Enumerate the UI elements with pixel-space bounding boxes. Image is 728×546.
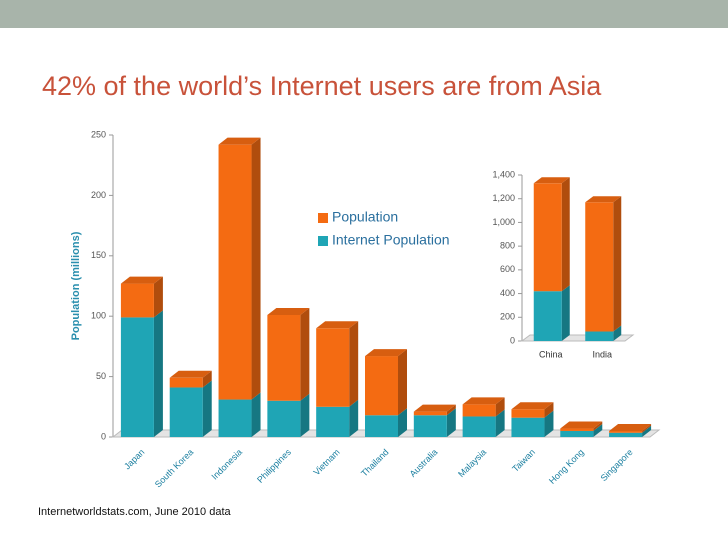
source: Internetworldstats.com, June 2010 data <box>38 506 231 518</box>
bar <box>511 409 545 418</box>
bar <box>560 428 594 431</box>
x-tick-label: India <box>592 349 612 359</box>
bar-top <box>609 423 652 431</box>
bar-side <box>153 276 163 318</box>
bar <box>316 406 350 437</box>
bar <box>413 411 447 416</box>
bar-top <box>218 137 261 145</box>
bar-side <box>593 423 603 437</box>
bar-side <box>561 285 570 341</box>
bar-top <box>533 177 570 184</box>
bar-top <box>169 370 212 378</box>
slide-title: 42% of the world’s Internet users are fr… <box>42 71 602 101</box>
top-band <box>0 0 728 28</box>
bar-side <box>251 392 261 437</box>
bar-side <box>202 370 212 388</box>
y-axis-label: Population (millions) <box>70 231 82 340</box>
bar-side <box>593 421 603 431</box>
y-tick-label: 0 <box>101 431 106 441</box>
legend-label: Internet Population <box>332 232 450 248</box>
y-tick-label: 250 <box>91 129 106 139</box>
bar <box>365 415 398 437</box>
bar <box>585 202 614 332</box>
bar-top <box>511 402 554 410</box>
bar-side <box>495 409 505 437</box>
bar <box>413 415 447 437</box>
bar-side <box>642 423 652 433</box>
y-tick-label: 800 <box>500 241 515 251</box>
y-tick-label: 600 <box>500 264 515 274</box>
bar-top <box>267 307 310 315</box>
bar-side <box>544 402 554 418</box>
bar-side <box>544 410 554 437</box>
bar-side <box>398 408 407 437</box>
bar-side <box>202 380 212 437</box>
bar <box>120 317 154 437</box>
legend-swatch <box>318 236 328 246</box>
y-tick-label: 200 <box>500 312 515 322</box>
bar-side <box>300 393 310 437</box>
x-tick-label: China <box>539 349 563 359</box>
bar <box>511 417 545 437</box>
bar <box>316 328 350 407</box>
y-tick-label: 1,200 <box>492 193 515 203</box>
bar-side <box>446 408 456 437</box>
bar-side <box>251 137 261 400</box>
legend-swatch <box>318 213 328 223</box>
y-tick-label: 100 <box>91 311 106 321</box>
bar <box>267 400 301 437</box>
bar-top <box>585 196 622 203</box>
bar <box>585 331 614 341</box>
bar-side <box>446 404 456 416</box>
legend-label: Population <box>332 209 398 225</box>
bar-side <box>495 397 505 417</box>
bar-side <box>613 325 622 341</box>
bar <box>365 356 398 416</box>
bar <box>218 399 252 437</box>
bar <box>169 387 203 437</box>
y-tick-label: 200 <box>91 190 106 200</box>
y-tick-label: 150 <box>91 250 106 260</box>
bar-side <box>398 349 407 416</box>
y-tick-label: 50 <box>96 371 106 381</box>
bar-top <box>316 321 359 329</box>
bar <box>462 416 496 437</box>
y-tick-label: 1,000 <box>492 217 515 227</box>
bar-side <box>349 399 359 437</box>
bar-side <box>561 177 570 292</box>
bar <box>120 283 154 318</box>
bar <box>169 377 203 388</box>
bar <box>560 430 594 437</box>
y-tick-label: 0 <box>510 335 515 345</box>
y-tick-label: 400 <box>500 288 515 298</box>
bar <box>267 314 301 401</box>
bar-top <box>365 349 407 357</box>
bar-top <box>560 421 603 429</box>
bar-side <box>349 321 359 407</box>
bar-side <box>153 310 163 437</box>
bar-side <box>300 307 310 401</box>
bar <box>218 144 252 400</box>
bar-top <box>413 404 456 412</box>
bar-side <box>613 196 622 332</box>
bar-side <box>642 425 652 437</box>
y-tick-label: 1,400 <box>492 169 515 179</box>
bar-top <box>462 397 505 405</box>
bar-top <box>120 276 163 284</box>
bar <box>609 432 643 437</box>
bar <box>462 404 496 417</box>
bar <box>533 291 562 341</box>
bar <box>609 430 643 433</box>
bar <box>533 183 562 292</box>
